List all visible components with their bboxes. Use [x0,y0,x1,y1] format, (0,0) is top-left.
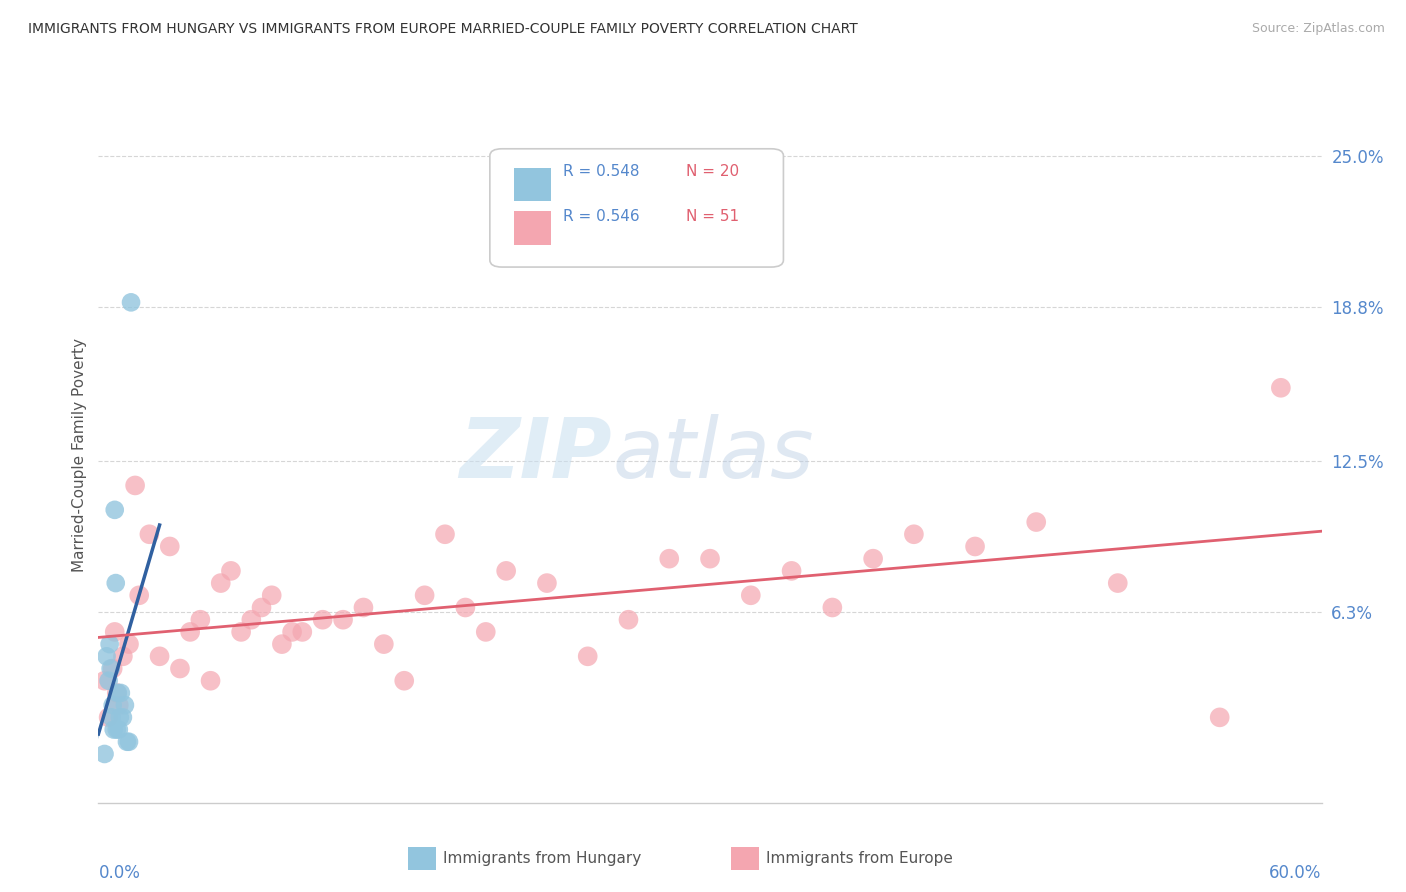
Point [120,295,142,310]
Point [159,540,181,554]
Point [617,613,640,627]
Point [128,588,150,602]
Point [699,551,721,566]
Point [260,588,283,602]
Point [281,624,304,639]
Y-axis label: Married-Couple Family Poverty: Married-Couple Family Poverty [72,338,87,572]
Point [474,624,498,639]
Point [104,624,127,639]
Text: 0.0%: 0.0% [98,863,141,882]
FancyBboxPatch shape [515,168,551,201]
Point [97,710,120,724]
Point [219,564,242,578]
Point [576,649,599,664]
Point [138,527,160,541]
Point [103,723,125,737]
Point [101,661,124,675]
Point [115,735,138,749]
Point [111,710,134,724]
Point [1208,710,1232,724]
Point [118,735,141,749]
Point [392,673,416,688]
Text: N = 51: N = 51 [686,210,738,225]
Text: ZIP: ZIP [460,415,612,495]
Point [108,710,131,724]
Text: Source: ZipAtlas.com: Source: ZipAtlas.com [1251,22,1385,36]
Point [188,613,212,627]
Text: N = 20: N = 20 [686,164,738,179]
Point [821,600,844,615]
Point [413,588,436,602]
Point [111,649,134,664]
Point [433,527,456,541]
Point [291,624,314,639]
Point [332,613,354,627]
Point [903,527,925,541]
Point [104,503,127,517]
Point [169,661,191,675]
Text: Immigrants from Hungary: Immigrants from Hungary [443,852,641,866]
Point [108,723,131,737]
Point [312,613,335,627]
Point [149,649,172,664]
Text: atlas: atlas [612,415,814,495]
Point [780,564,803,578]
Point [250,600,273,615]
Point [105,686,128,700]
Point [862,551,884,566]
Text: Immigrants from Europe: Immigrants from Europe [766,852,953,866]
Point [93,673,115,688]
Point [209,576,232,591]
Point [179,624,201,639]
Point [454,600,477,615]
Point [495,564,517,578]
Point [101,698,124,713]
Point [200,673,222,688]
Point [118,637,141,651]
Point [108,698,131,713]
Point [536,576,558,591]
Point [1025,515,1047,529]
Text: IMMIGRANTS FROM HUNGARY VS IMMIGRANTS FROM EUROPE MARRIED-COUPLE FAMILY POVERTY : IMMIGRANTS FROM HUNGARY VS IMMIGRANTS FR… [28,22,858,37]
Point [965,540,987,554]
Point [100,710,122,724]
Point [240,613,263,627]
Point [1107,576,1129,591]
Point [100,661,122,675]
Point [97,673,120,688]
Point [96,649,118,664]
Text: R = 0.548: R = 0.548 [564,164,640,179]
Point [373,637,395,651]
Point [231,624,253,639]
Text: 60.0%: 60.0% [1270,863,1322,882]
Point [107,686,129,700]
Point [105,723,128,737]
Point [93,747,115,761]
Point [1270,381,1292,395]
FancyBboxPatch shape [489,149,783,267]
Point [98,637,121,651]
FancyBboxPatch shape [515,211,551,244]
Point [104,576,127,591]
Point [124,478,146,492]
Point [740,588,762,602]
Point [114,698,136,713]
Point [352,600,374,615]
Point [110,686,132,700]
Point [270,637,294,651]
Point [658,551,681,566]
Text: R = 0.546: R = 0.546 [564,210,640,225]
